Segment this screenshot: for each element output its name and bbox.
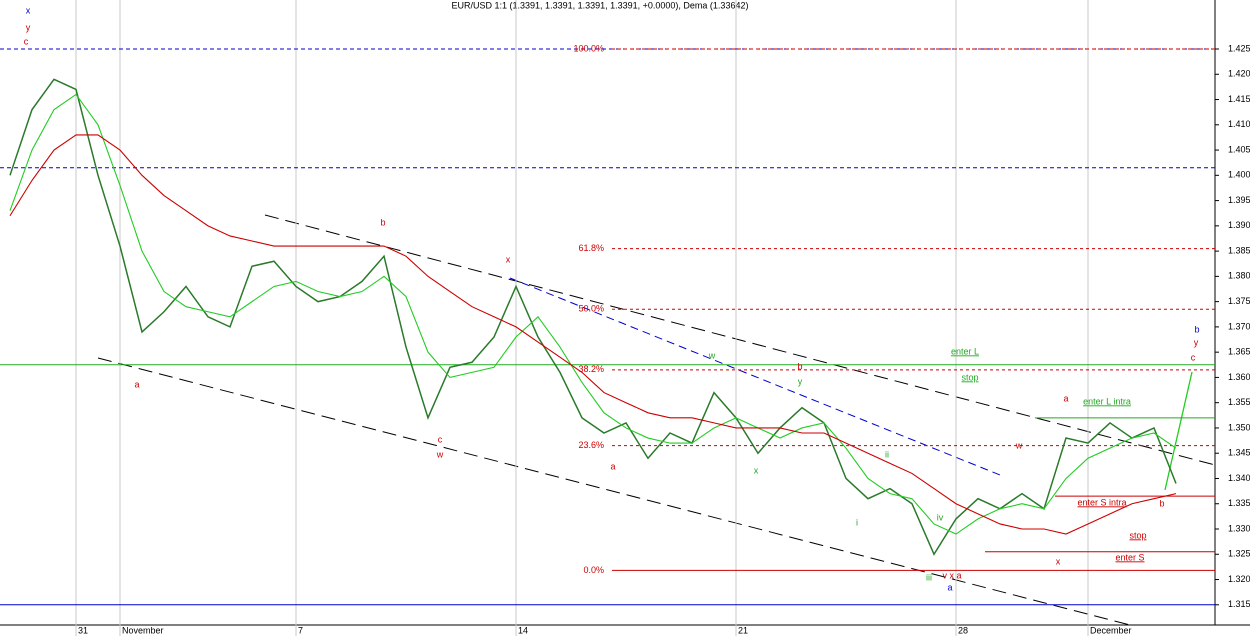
annotation: ii [885,449,889,459]
y-tick-label: 1.345 [1228,448,1250,458]
y-tick-label: 1.385 [1228,245,1250,255]
annotation: b [380,217,385,227]
x-tick-label: 31 [78,625,88,635]
y-tick-label: 1.400 [1228,170,1250,180]
annotation: v x a [942,570,961,580]
y-tick-label: 1.360 [1228,372,1250,382]
y-tick-label: 1.410 [1228,119,1250,129]
y-tick-label: 1.330 [1228,523,1250,533]
y-tick-label: 1.425 [1228,43,1250,53]
annotation: a [1063,393,1068,403]
level-label: 0.0% [583,565,604,575]
y-tick-label: 1.415 [1228,94,1250,104]
annotation: x [754,465,759,475]
annotation: enter S intra [1077,497,1126,507]
annotation: a [610,461,615,471]
x-tick-label: 21 [738,625,748,635]
x-tick-label: 28 [958,625,968,635]
annotation: stop [961,372,978,382]
y-tick-label: 1.420 [1228,69,1250,79]
price-line [9,134,1177,535]
y-tick-label: 1.350 [1228,422,1250,432]
annotation: x [26,5,31,15]
annotation: c [1191,352,1196,362]
y-tick-label: 1.320 [1228,574,1250,584]
channel-upper [264,214,1216,466]
annotation: x [506,254,511,264]
y-tick-label: 1.370 [1228,321,1250,331]
y-tick-label: 1.315 [1228,599,1250,609]
y-tick-label: 1.375 [1228,296,1250,306]
annotation: w [436,449,444,459]
trend-line [509,277,1001,476]
annotation: y [798,376,803,386]
annotation: b [797,361,802,371]
y-tick-label: 1.380 [1228,271,1250,281]
y-tick-label: 1.355 [1228,397,1250,407]
level-label: 100.0% [573,43,604,53]
annotation: x [1056,556,1061,566]
x-tick-label: 7 [298,625,303,635]
annotation: y [1194,337,1199,347]
level-label: 61.8% [578,243,604,253]
chart-title: EUR/USD 1:1 (1.3391, 1.3391, 1.3391, 1.3… [452,0,749,10]
annotation: a [947,582,952,592]
annotation: iii [926,572,932,582]
annotation: stop [1129,530,1146,540]
price-line [9,93,1177,535]
level-label: 23.6% [578,440,604,450]
annotation: i [856,517,858,527]
x-tick-label: December [1090,625,1132,635]
annotation: iv [937,512,944,522]
level-label: 38.2% [578,364,604,374]
y-tick-label: 1.325 [1228,549,1250,559]
y-tick-label: 1.405 [1228,144,1250,154]
y-tick-label: 1.390 [1228,220,1250,230]
x-tick-label: 14 [518,625,528,635]
annotation: enter L [951,346,979,356]
annotation: c [24,36,29,46]
annotation: b [1194,324,1199,334]
y-tick-label: 1.365 [1228,347,1250,357]
y-tick-label: 1.395 [1228,195,1250,205]
annotation: enter S [1115,552,1144,562]
annotation: w [1015,440,1023,450]
y-tick-label: 1.335 [1228,498,1250,508]
projection-line [1164,371,1193,491]
x-tick-label: November [122,625,164,635]
annotation: b [1159,498,1164,508]
annotation: enter L intra [1083,396,1131,406]
annotation: y [26,22,31,32]
annotation: c [438,434,443,444]
channel-lower [97,357,1131,626]
price-line [9,78,1177,556]
annotation: a [134,379,139,389]
level-label: 50.0% [578,304,604,314]
y-tick-label: 1.340 [1228,473,1250,483]
annotation: w [708,350,716,360]
